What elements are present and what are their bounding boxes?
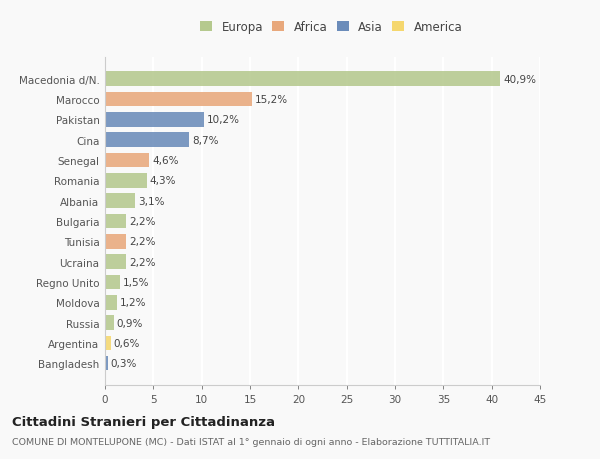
- Bar: [105, 174, 146, 188]
- Bar: [105, 356, 108, 371]
- Legend: Europa, Africa, Asia, America: Europa, Africa, Asia, America: [197, 17, 466, 37]
- Bar: [105, 194, 135, 208]
- Bar: [105, 235, 126, 249]
- Text: 0,9%: 0,9%: [116, 318, 143, 328]
- Bar: [105, 336, 111, 350]
- Text: 2,2%: 2,2%: [129, 257, 155, 267]
- Bar: [105, 315, 114, 330]
- Text: Cittadini Stranieri per Cittadinanza: Cittadini Stranieri per Cittadinanza: [12, 415, 275, 428]
- Bar: [105, 113, 203, 128]
- Text: 10,2%: 10,2%: [206, 115, 239, 125]
- Bar: [105, 214, 126, 229]
- Bar: [105, 255, 126, 269]
- Bar: [105, 153, 149, 168]
- Text: 2,2%: 2,2%: [129, 237, 155, 247]
- Text: 0,3%: 0,3%: [111, 358, 137, 368]
- Text: 1,5%: 1,5%: [122, 277, 149, 287]
- Text: 15,2%: 15,2%: [255, 95, 288, 105]
- Text: 0,6%: 0,6%: [114, 338, 140, 348]
- Bar: [105, 93, 252, 107]
- Text: 2,2%: 2,2%: [129, 217, 155, 226]
- Text: 8,7%: 8,7%: [192, 135, 218, 146]
- Text: COMUNE DI MONTELUPONE (MC) - Dati ISTAT al 1° gennaio di ogni anno - Elaborazion: COMUNE DI MONTELUPONE (MC) - Dati ISTAT …: [12, 437, 490, 446]
- Text: 4,3%: 4,3%: [149, 176, 176, 186]
- Bar: [105, 295, 116, 310]
- Text: 40,9%: 40,9%: [503, 75, 536, 84]
- Bar: [105, 275, 119, 290]
- Bar: [105, 133, 189, 148]
- Text: 1,2%: 1,2%: [119, 297, 146, 308]
- Text: 4,6%: 4,6%: [152, 156, 179, 166]
- Text: 3,1%: 3,1%: [138, 196, 164, 206]
- Bar: [105, 73, 500, 87]
